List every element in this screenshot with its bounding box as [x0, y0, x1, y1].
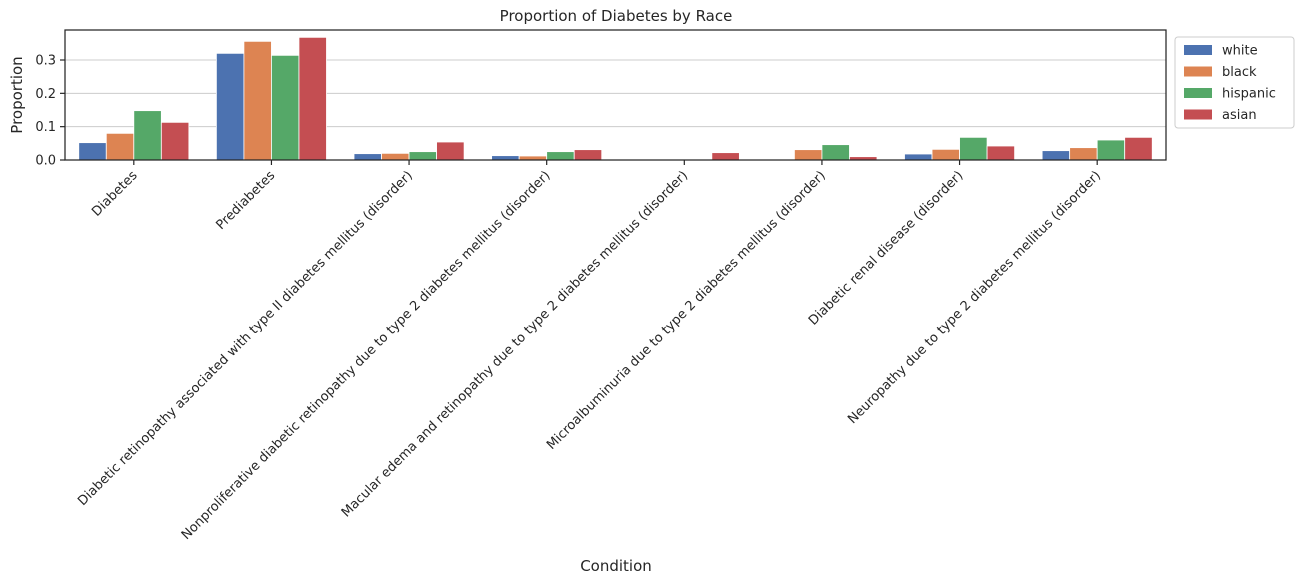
bar-asian-6 [986, 145, 1016, 161]
bar-white-7 [1041, 150, 1071, 161]
bar-hispanic-6 [959, 136, 988, 161]
x-axis-label: Condition [580, 557, 652, 575]
bar-hispanic-7 [1096, 139, 1126, 161]
x-tick-label: Diabetes [89, 168, 141, 220]
plot-frame [64, 29, 1167, 161]
bar-asian-1 [298, 36, 327, 161]
bar-black-5 [794, 149, 823, 161]
legend-label-asian: asian [1222, 108, 1257, 123]
bar-black-6 [931, 148, 960, 161]
y-tick-label: 0.0 [35, 154, 56, 169]
x-tick-label: Neuropathy due to type 2 diabetes mellit… [845, 168, 1104, 427]
bar-hispanic-3 [546, 151, 575, 161]
bars [78, 36, 1153, 161]
bar-hispanic-0 [133, 110, 162, 161]
legend-label-hispanic: hispanic [1222, 87, 1276, 102]
legend-frame [1174, 36, 1295, 129]
x-tick-label: Macular edema and retinopathy due to typ… [339, 168, 691, 520]
bar-hispanic-1 [271, 54, 300, 161]
bar-black-0 [105, 132, 135, 161]
bar-white-1 [215, 52, 245, 161]
legend-label-black: black [1222, 65, 1257, 80]
chart-title: Proportion of Diabetes by Race [500, 7, 733, 25]
legend-swatch-hispanic [1184, 88, 1212, 98]
x-tick-label: Diabetic retinopathy associated with typ… [75, 168, 416, 509]
bar-hispanic-2 [408, 151, 437, 161]
y-axis-label: Proportion [8, 56, 26, 133]
x-tick-label: Diabetic renal disease (disorder) [806, 168, 966, 328]
bar-asian-7 [1124, 136, 1153, 161]
legend-swatch-black [1184, 66, 1212, 77]
y-tick-label: 0.1 [35, 120, 56, 135]
legend-swatch-white [1184, 45, 1212, 55]
legend-label-white: white [1222, 44, 1258, 59]
bar-asian-0 [160, 121, 190, 161]
legend-swatch-asian [1184, 109, 1212, 120]
bar-white-3 [491, 155, 520, 161]
bar-black-1 [243, 40, 272, 161]
legend: white black hispanic asian [1174, 36, 1295, 129]
x-tick-label: Microalbuminuria due to type 2 diabetes … [544, 168, 829, 453]
bar-asian-4 [711, 152, 740, 161]
bar-white-2 [353, 153, 382, 161]
y-axis-ticks: 0.0 0.1 0.2 0.3 [35, 54, 65, 169]
bar-asian-2 [436, 141, 465, 161]
bar-white-0 [78, 142, 107, 161]
bar-black-2 [381, 152, 410, 161]
y-tick-label: 0.2 [35, 87, 56, 102]
bar-white-6 [904, 153, 933, 161]
bar-black-7 [1069, 147, 1098, 161]
bar-hispanic-5 [821, 144, 850, 161]
x-tick-label: Prediabetes [213, 168, 278, 233]
bar-asian-3 [573, 149, 603, 161]
y-tick-label: 0.3 [35, 54, 56, 69]
